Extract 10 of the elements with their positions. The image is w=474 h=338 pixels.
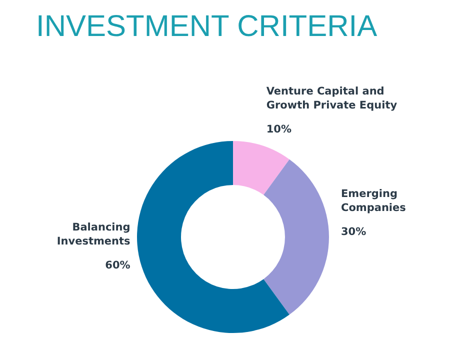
- slice-label: Balancing Investments: [56, 221, 130, 248]
- donut-slice: [264, 159, 329, 315]
- donut-slice: [233, 141, 290, 195]
- data-label: 10%: [266, 123, 292, 136]
- donut-slice: [137, 141, 290, 333]
- slice-label: Emerging Companies: [341, 188, 406, 214]
- slice-label: Venture Capital and Growth Private Equity: [266, 85, 398, 112]
- data-label: 60%: [105, 259, 131, 272]
- data-label: 30%: [341, 226, 367, 238]
- chart-title: INVESTMENT CRITERIA: [36, 10, 378, 43]
